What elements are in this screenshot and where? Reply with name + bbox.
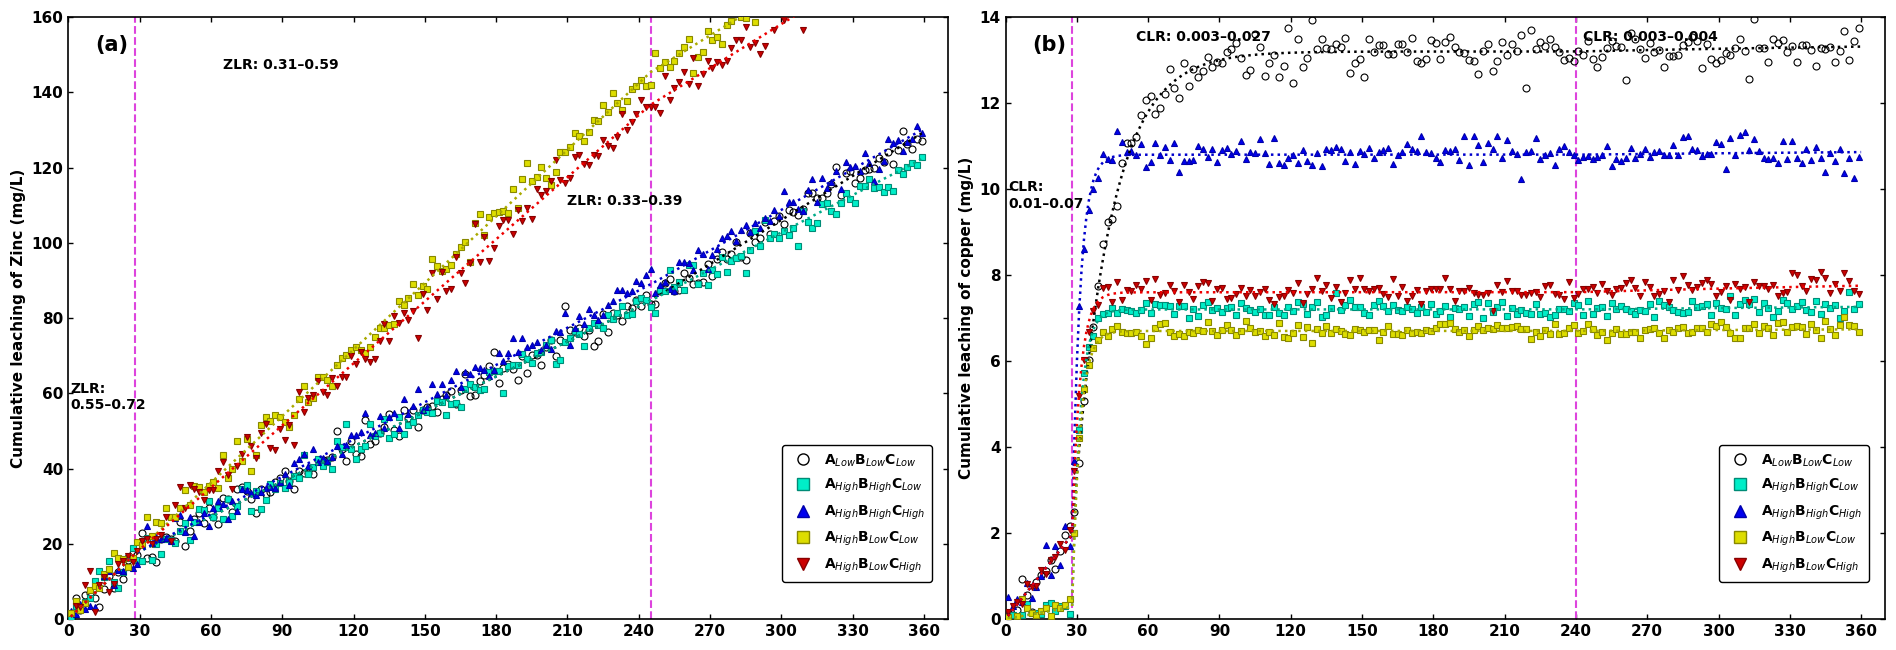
Text: CLR: 0.003–0.004: CLR: 0.003–0.004 xyxy=(1583,30,1718,44)
Text: (a): (a) xyxy=(95,35,127,55)
Y-axis label: Cumulative leaching of copper (mg/L): Cumulative leaching of copper (mg/L) xyxy=(959,157,975,479)
Text: ZLR: 0.31–0.59: ZLR: 0.31–0.59 xyxy=(224,58,339,73)
Text: ZLR: 0.33–0.39: ZLR: 0.33–0.39 xyxy=(567,194,683,208)
Text: CLR:
0.01–0.07: CLR: 0.01–0.07 xyxy=(1009,181,1083,211)
Legend: A$_{Low}$B$_{Low}$C$_{Low}$, A$_{High}$B$_{High}$C$_{Low}$, A$_{High}$B$_{High}$: A$_{Low}$B$_{Low}$C$_{Low}$, A$_{High}$B… xyxy=(1720,445,1869,582)
Y-axis label: Cumulative leaching of Zinc (mg/L): Cumulative leaching of Zinc (mg/L) xyxy=(11,168,27,468)
Text: CLR: 0.003–0.027: CLR: 0.003–0.027 xyxy=(1136,30,1270,44)
Text: (b): (b) xyxy=(1031,35,1066,55)
Text: ZLR:
0.55–0.72: ZLR: 0.55–0.72 xyxy=(70,382,146,412)
Legend: A$_{Low}$B$_{Low}$C$_{Low}$, A$_{High}$B$_{High}$C$_{Low}$, A$_{High}$B$_{High}$: A$_{Low}$B$_{Low}$C$_{Low}$, A$_{High}$B… xyxy=(783,445,933,582)
